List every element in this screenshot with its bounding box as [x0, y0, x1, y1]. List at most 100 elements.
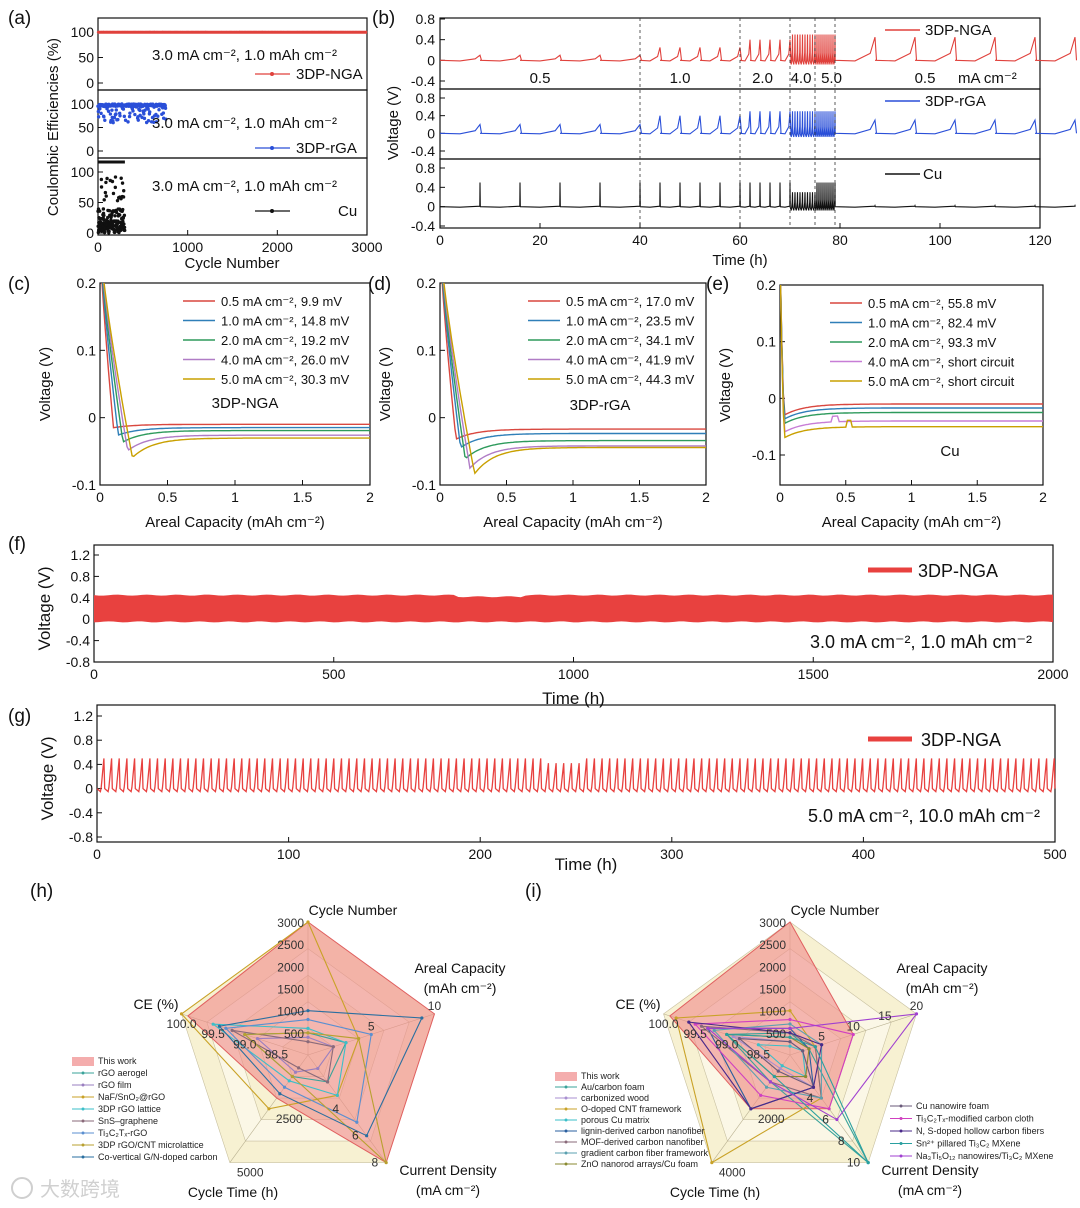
radar-tick-label: 99.5 [683, 1027, 707, 1041]
legend-label: 3DP-NGA [296, 66, 363, 83]
data-point [113, 228, 118, 232]
radar-point [813, 1045, 817, 1049]
data-point [107, 229, 111, 234]
radar-point [306, 1017, 310, 1022]
data-point [121, 219, 125, 224]
x-axis-label: Areal Capacity (mAh cm⁻²) [822, 514, 1002, 531]
x-tick-label: 3000 [351, 239, 382, 255]
radar-point [914, 1012, 919, 1016]
radar-axis-name: Cycle Time (h) [670, 1184, 760, 1200]
legend-label: rGO film [98, 1080, 132, 1090]
data-point [120, 181, 125, 185]
y-tick-label: 0.8 [71, 568, 91, 584]
panel-label-g: (g) [8, 706, 31, 727]
x-tick-label: 0 [93, 846, 101, 862]
legend-marker [81, 1155, 85, 1159]
radar-point [788, 1035, 792, 1039]
radar-series-12 [725, 1032, 870, 1165]
x-tick-label: 100 [928, 232, 952, 248]
legend-marker [564, 1096, 568, 1100]
panel-label-c: (c) [8, 274, 30, 295]
series-Cu [96, 175, 127, 235]
legend-marker [270, 209, 274, 213]
x-tick-label: 0 [776, 489, 784, 505]
radar-point [369, 1032, 373, 1037]
radar-tick-label: 5000 [237, 1166, 264, 1180]
condition-label: 5.0 mA cm⁻², 10.0 mAh cm⁻² [808, 806, 1040, 826]
panel-label-b: (b) [372, 8, 395, 29]
x-tick-label: 2 [702, 489, 710, 505]
data-point [103, 190, 108, 195]
y-tick-label: 0.2 [757, 277, 777, 293]
x-axis-label: Time (h) [542, 689, 605, 708]
data-point [102, 213, 106, 218]
radar-axis-name: Current Density [881, 1162, 978, 1178]
radar-tick-label: 5 [818, 1030, 825, 1044]
legend-label: 5.0 mA cm⁻², 44.3 mV [566, 372, 695, 387]
watermark: 大数跨境 [40, 1178, 120, 1201]
data-point [110, 179, 115, 184]
series-line [101, 283, 370, 436]
radar-point [788, 1040, 792, 1044]
radar-series-8 [217, 1009, 424, 1138]
radar-point [710, 1160, 714, 1165]
legend-label: lignin-derived carbon nanofiber [581, 1126, 705, 1136]
legend-label: 3DP-NGA [918, 561, 998, 581]
y-tick-label: 0 [86, 143, 94, 159]
legend-label: 2.0 mA cm⁻², 34.1 mV [566, 333, 695, 348]
y-tick-label: 0.8 [416, 11, 436, 27]
legend-marker [899, 1142, 903, 1145]
radar-point [804, 1074, 808, 1079]
data-point [121, 207, 125, 212]
radar-outline [218, 1010, 423, 1137]
data-point [164, 117, 168, 121]
data-point [122, 225, 127, 230]
x-tick-label: 0.5 [497, 489, 517, 505]
data-point [115, 198, 120, 203]
radar-point [255, 1036, 260, 1041]
radar-point [316, 1066, 320, 1071]
legend-label: 5.0 mA cm⁻², short circuit [868, 374, 1015, 389]
data-point [126, 120, 130, 124]
legend-label: 3DP-NGA [925, 22, 992, 39]
legend-marker [899, 1104, 903, 1108]
x-tick-label: 500 [1043, 846, 1067, 862]
radar-series-7 [243, 1031, 388, 1165]
data-point [117, 230, 121, 235]
radar-point [306, 920, 310, 924]
data-point [99, 177, 104, 182]
series-line [442, 283, 706, 459]
radar-tick-label: 10 [847, 1156, 861, 1170]
x-tick-label: 1000 [558, 666, 589, 682]
y-tick-label: 0 [88, 410, 96, 426]
radar-point [179, 1012, 184, 1016]
x-axis-label: Cycle Number [184, 255, 279, 272]
radar-point [778, 1066, 782, 1071]
legend-marker [564, 1129, 568, 1133]
legend-marker [564, 1107, 568, 1111]
radar-point [768, 1080, 773, 1084]
radar-outline [180, 921, 360, 1110]
x-tick-label: 1.5 [630, 489, 650, 505]
y-tick-label: 100 [71, 96, 95, 112]
x-tick-label: 1.5 [968, 489, 988, 505]
series-line [441, 283, 706, 440]
radar-tick-label: 99.0 [233, 1037, 257, 1051]
legend-label: Cu nanowire foam [916, 1101, 989, 1111]
voltage-line [96, 758, 1056, 793]
radar-point [827, 1107, 831, 1111]
radar-point [866, 1160, 870, 1165]
legend-label: 3DP-rGA [296, 140, 357, 157]
legend-label: 1.0 mA cm⁻², 82.4 mV [868, 316, 997, 331]
legend-label: rGO aerogel [98, 1068, 148, 1078]
legend-marker [564, 1118, 568, 1122]
data-point [111, 120, 115, 125]
radar-tick-label: 1000 [277, 1005, 304, 1019]
rate-label: 4.0 [791, 70, 812, 87]
radar-outline [756, 1044, 807, 1078]
legend-label: 2.0 mA cm⁻², 19.2 mV [221, 333, 350, 348]
data-point [131, 109, 135, 113]
data-point [98, 107, 102, 111]
plot-title: 3DP-rGA [570, 397, 631, 414]
x-tick-label: 100 [277, 846, 301, 862]
